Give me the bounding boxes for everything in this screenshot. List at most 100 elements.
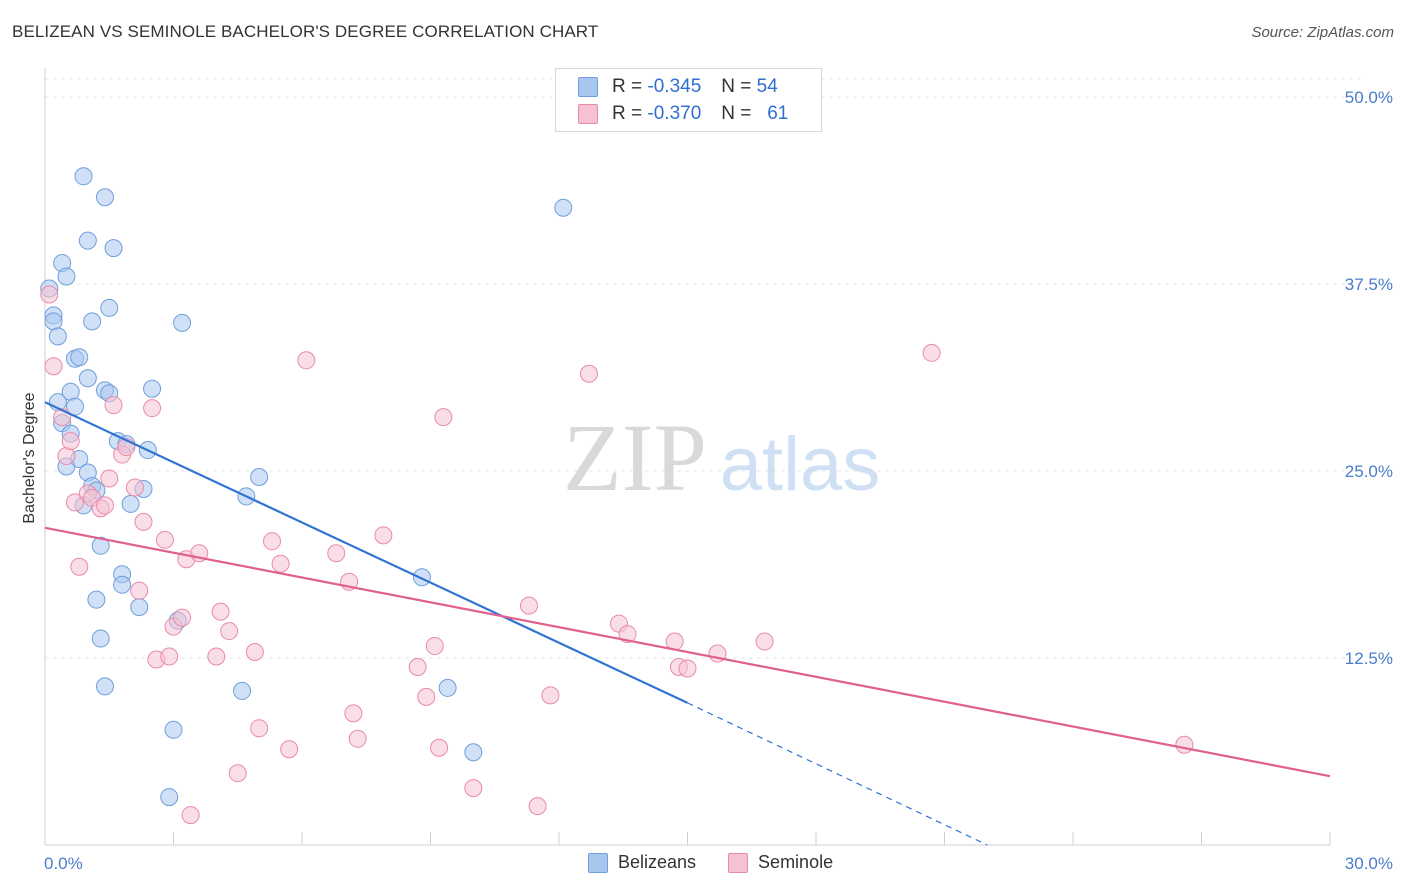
scatter-point-seminole	[755, 632, 774, 651]
scatter-point-belizeans	[121, 494, 140, 513]
trend-line-extension-belizeans	[687, 702, 988, 846]
scatter-point-belizeans	[74, 167, 93, 186]
legend-box: R = -0.345 N = 54 R = -0.370 N = 61	[555, 68, 822, 132]
scatter-point-seminole	[434, 408, 453, 427]
scatter-point-seminole	[297, 351, 316, 370]
scatter-point-seminole	[95, 496, 114, 515]
legend-r-label: R =	[612, 76, 643, 97]
y-tick-label: 25.0%	[1345, 462, 1393, 481]
scatter-point-belizeans	[78, 231, 97, 250]
trend-line-belizeans	[44, 401, 688, 704]
scatter-point-seminole	[374, 526, 393, 545]
scatter-point-seminole	[430, 738, 449, 757]
scatter-point-seminole	[134, 512, 153, 531]
bottom-legend-seminole[interactable]: Seminole	[728, 852, 833, 873]
scatter-point-seminole	[61, 432, 80, 451]
scatter-point-belizeans	[91, 536, 110, 555]
scatter-point-seminole	[181, 806, 200, 825]
legend-n-label: N =	[721, 76, 752, 97]
scatter-point-seminole	[245, 643, 264, 662]
scatter-point-belizeans	[91, 629, 110, 648]
scatter-point-belizeans	[438, 678, 457, 697]
scatter-point-seminole	[130, 581, 149, 600]
watermark-zip: ZIP	[563, 404, 707, 511]
legend-r-value: -0.370	[647, 103, 702, 124]
scatter-point-seminole	[579, 364, 598, 383]
scatter-point-belizeans	[100, 298, 119, 317]
scatter-point-seminole	[922, 343, 941, 362]
scatter-point-belizeans	[48, 327, 67, 346]
scatter-point-seminole	[280, 740, 299, 759]
scatter-point-seminole	[40, 285, 59, 304]
scatter-point-seminole	[271, 554, 290, 573]
y-axis-label: Bachelor's Degree	[21, 392, 38, 523]
scatter-point-belizeans	[113, 575, 132, 594]
scatter-point-seminole	[263, 532, 282, 551]
scatter-point-belizeans	[554, 198, 573, 217]
bottom-legend: Belizeans Seminole	[588, 852, 865, 873]
bottom-legend-swatch	[728, 852, 749, 873]
scatter-point-seminole	[1175, 735, 1194, 754]
bottom-legend-label: Belizeans	[618, 852, 697, 872]
legend-r-label: R =	[612, 103, 643, 124]
scatter-point-seminole	[44, 357, 63, 376]
scatter-point-belizeans	[173, 313, 192, 332]
scatter-point-belizeans	[83, 312, 102, 331]
scatter-point-seminole	[250, 719, 269, 738]
legend-n-value: 54	[756, 76, 778, 97]
legend-n-value: 61	[767, 103, 789, 124]
scatter-point-seminole	[327, 544, 346, 563]
scatter-point-seminole	[220, 622, 239, 641]
tick-labels: 12.5% 25.0% 37.5% 50.0% 0.0% 30.0%	[44, 88, 1393, 873]
scatter-point-seminole	[528, 797, 547, 816]
bottom-legend-belizeans[interactable]: Belizeans	[588, 852, 696, 873]
scatter-point-belizeans	[233, 681, 252, 700]
data-points	[40, 167, 1194, 825]
scatter-point-belizeans	[130, 598, 149, 617]
scatter-point-belizeans	[104, 239, 123, 258]
scatter-point-belizeans	[164, 720, 183, 739]
watermark: ZIP atlas	[563, 404, 880, 511]
trend-lines	[44, 401, 1331, 846]
legend-row-belizeans: R = -0.345 N = 54	[578, 75, 778, 99]
y-tick-label: 37.5%	[1345, 275, 1393, 294]
scatter-point-seminole	[228, 764, 247, 783]
scatter-point-seminole	[65, 493, 84, 512]
legend-row-seminole: R = -0.370 N = 61	[578, 102, 788, 126]
y-tick-label: 12.5%	[1345, 649, 1393, 668]
x-tick-label-min: 0.0%	[44, 854, 83, 873]
scatter-point-seminole	[678, 659, 697, 678]
x-tick-label-max: 30.0%	[1345, 854, 1393, 873]
legend-n-label: N =	[721, 103, 752, 124]
chart-title: BELIZEAN VS SEMINOLE BACHELOR'S DEGREE C…	[12, 22, 599, 41]
scatter-point-seminole	[464, 779, 483, 798]
scatter-point-belizeans	[61, 382, 80, 401]
watermark-atlas: atlas	[720, 422, 881, 507]
scatter-point-seminole	[104, 396, 123, 415]
trend-line-seminole	[44, 526, 1331, 778]
scatter-point-belizeans	[143, 379, 162, 398]
scatter-point-seminole	[541, 686, 560, 705]
legend-r-value: -0.345	[647, 76, 702, 97]
scatter-point-seminole	[173, 608, 192, 627]
scatter-point-belizeans	[160, 788, 179, 807]
scatter-point-seminole	[207, 647, 226, 666]
scatter-point-belizeans	[250, 467, 269, 486]
scatter-point-belizeans	[78, 369, 97, 388]
source-label: Source: ZipAtlas.com	[1251, 24, 1394, 41]
scatter-point-belizeans	[412, 568, 431, 587]
scatter-point-belizeans	[70, 348, 89, 367]
scatter-point-seminole	[408, 657, 427, 676]
scatter-point-seminole	[344, 704, 363, 723]
gridlines	[45, 78, 1365, 659]
scatter-point-belizeans	[95, 188, 114, 207]
scatter-point-seminole	[520, 596, 539, 615]
scatter-point-belizeans	[95, 677, 114, 696]
legend-swatch-belizeans	[578, 77, 598, 97]
scatter-point-seminole	[425, 637, 444, 656]
scatter-point-seminole	[417, 687, 436, 706]
scatter-point-belizeans	[464, 743, 483, 762]
scatter-point-seminole	[211, 602, 230, 621]
scatter-point-seminole	[143, 399, 162, 418]
